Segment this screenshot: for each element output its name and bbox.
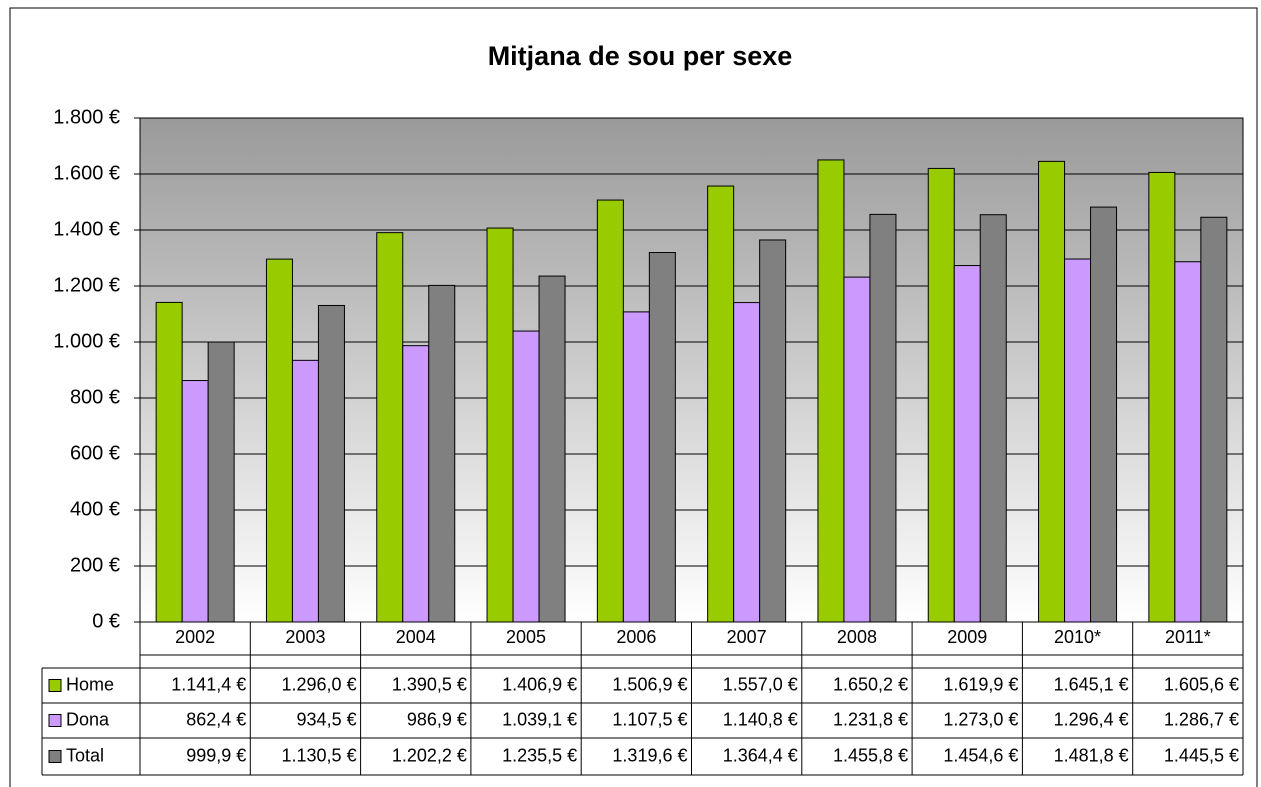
bar [759, 239, 787, 623]
bar [512, 330, 540, 623]
value-label: 1.445,5 € [1164, 745, 1239, 765]
bar [953, 265, 981, 623]
x-tick-label: 2004 [396, 627, 436, 647]
value-label: 1.296,0 € [282, 674, 357, 694]
x-tick-label: 2003 [285, 627, 325, 647]
legend-label: Dona [66, 709, 110, 729]
value-label: 1.650,2 € [833, 674, 908, 694]
value-label: 1.506,9 € [612, 674, 687, 694]
value-label: 986,9 € [407, 709, 467, 729]
bar [317, 304, 345, 623]
x-tick-label: 2008 [837, 627, 877, 647]
x-tick-label: 2005 [506, 627, 546, 647]
value-label: 1.273,0 € [943, 709, 1018, 729]
bar [927, 167, 955, 623]
bar [1200, 216, 1228, 623]
value-label: 1.107,5 € [612, 709, 687, 729]
legend-label: Total [66, 745, 104, 765]
legend-swatch [48, 714, 62, 727]
bar [402, 345, 430, 623]
value-label: 1.231,8 € [833, 709, 908, 729]
bar [207, 341, 235, 623]
value-label: 1.364,4 € [723, 745, 798, 765]
value-label: 934,5 € [297, 709, 357, 729]
bar [648, 252, 676, 623]
value-label: 1.039,1 € [502, 709, 577, 729]
value-label: 1.645,1 € [1054, 674, 1129, 694]
y-tick-label: 1.800 € [53, 106, 120, 128]
x-tick-label: 2007 [727, 627, 767, 647]
value-label: 1.319,6 € [612, 745, 687, 765]
bar [869, 213, 897, 623]
y-tick-label: 800 € [70, 386, 120, 408]
bar [486, 227, 514, 623]
bar [538, 275, 566, 623]
legend-label: Home [66, 674, 114, 694]
value-label: 1.141,4 € [171, 674, 246, 694]
x-tick-label: 2011* [1165, 627, 1211, 647]
legend-swatch [48, 750, 62, 763]
value-label: 1.619,9 € [943, 674, 1018, 694]
chart-title: Mitjana de sou per sexe [488, 41, 793, 71]
value-label: 1.286,7 € [1164, 709, 1239, 729]
value-label: 1.454,6 € [943, 745, 1018, 765]
bar [428, 284, 456, 623]
x-tick-label: 2006 [616, 627, 656, 647]
value-label: 862,4 € [186, 709, 246, 729]
value-label: 1.557,0 € [723, 674, 798, 694]
bar [1064, 258, 1092, 623]
value-label: 999,9 € [186, 745, 246, 765]
bar [265, 258, 293, 623]
y-tick-label: 1.400 € [53, 218, 120, 240]
x-tick-label: 2009 [947, 627, 987, 647]
y-tick-label: 1.600 € [53, 162, 120, 184]
bar [733, 302, 761, 623]
x-tick-label: 2002 [175, 627, 215, 647]
value-label: 1.406,9 € [502, 674, 577, 694]
value-label: 1.605,6 € [1164, 674, 1239, 694]
bar [596, 199, 624, 623]
bar [1090, 206, 1118, 623]
bar [979, 214, 1007, 623]
value-label: 1.296,4 € [1054, 709, 1129, 729]
y-tick-label: 1.200 € [53, 274, 120, 296]
y-tick-label: 0 € [92, 610, 120, 632]
y-tick-label: 200 € [70, 554, 120, 576]
value-label: 1.455,8 € [833, 745, 908, 765]
y-tick-label: 600 € [70, 442, 120, 464]
value-label: 1.235,5 € [502, 745, 577, 765]
bar [843, 276, 871, 623]
y-tick-label: 400 € [70, 498, 120, 520]
value-label: 1.130,5 € [282, 745, 357, 765]
bar [291, 359, 319, 623]
value-label: 1.140,8 € [723, 709, 798, 729]
value-label: 1.202,2 € [392, 745, 467, 765]
bar [376, 232, 404, 623]
bar [1038, 160, 1066, 623]
bar [817, 159, 845, 623]
value-label: 1.481,8 € [1054, 745, 1129, 765]
bar [707, 185, 735, 623]
bar [622, 311, 650, 623]
bar [1148, 171, 1176, 623]
legend-swatch [48, 679, 62, 692]
x-tick-label: 2010* [1054, 627, 1101, 647]
value-label: 1.390,5 € [392, 674, 467, 694]
bar [181, 380, 209, 623]
y-tick-label: 1.000 € [53, 330, 120, 352]
bar [1174, 261, 1202, 623]
bar [155, 301, 183, 623]
